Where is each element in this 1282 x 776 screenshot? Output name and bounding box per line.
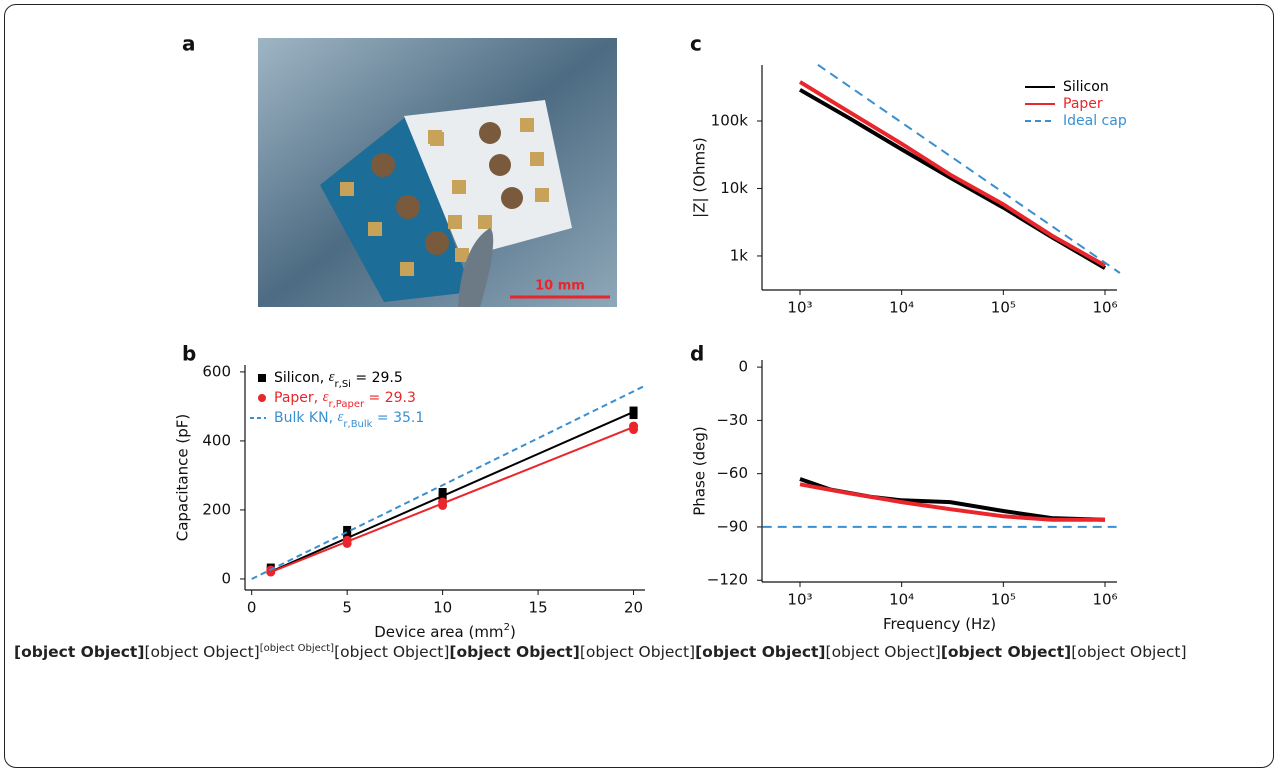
legend-name: Bulk KN (274, 410, 329, 426)
photo: 10 mm (258, 38, 617, 307)
panel-label: a (182, 32, 196, 56)
y-tick-label: 10k (720, 179, 748, 197)
x-tick-label: 5 (342, 599, 352, 617)
x-tick-label: 10⁴ (889, 591, 914, 609)
figure: 10 mm a b c d 0 5 10 15 200200400600Capacita… (174, 32, 1127, 641)
data-line (799, 482, 1105, 522)
data-point (438, 487, 447, 496)
data-point (438, 497, 448, 507)
legend-name: Silicon (274, 370, 320, 386)
y-axis-label: |Z| (Ohms) (691, 137, 709, 218)
x-axis-label: Device area (mm2) (374, 622, 516, 641)
legend-name: Ideal cap (1063, 113, 1127, 129)
caption-text: [object Object] (1071, 643, 1187, 661)
paper-chip (404, 100, 572, 258)
data-line (270, 410, 634, 573)
y-tick-label: −90 (716, 517, 748, 535)
x-tick-label: 10³ (787, 299, 812, 317)
caption-text: [object Object] (579, 643, 696, 661)
legend-text: , (320, 370, 329, 386)
legend-text: = 35.1 (372, 410, 424, 426)
legend-label: Ideal cap (1063, 113, 1127, 129)
y-tick-label: 100k (711, 112, 749, 130)
x-tick-label: 10⁵ (991, 591, 1016, 609)
legend-text: r,Paper (328, 399, 364, 410)
y-tick-label: −60 (716, 464, 748, 482)
caption-text: [object Object] (259, 642, 335, 654)
x-tick-label: 10⁶ (1092, 299, 1117, 317)
caption: [object Object][object Object][object Ob… (14, 640, 1268, 665)
legend-label: Paper (1063, 96, 1103, 112)
panel-label: d (690, 342, 704, 366)
caption-text: [object Object] (940, 643, 1072, 661)
legend-text: = 29.5 (351, 370, 403, 386)
y-tick-label: 0 (221, 569, 231, 587)
legend-label: Paper, εr,Paper = 29.3 (274, 389, 416, 409)
panel-label: c (690, 32, 702, 56)
legend-text: r,Bulk (343, 419, 372, 430)
x-tick-label: 20 (624, 599, 643, 617)
data-line (798, 80, 1106, 268)
legend-text: , (329, 410, 338, 426)
caption-text: [object Object] (14, 643, 145, 661)
y-tick-label: 200 (202, 500, 231, 518)
legend-text: ε (337, 409, 343, 425)
y-tick-label: −120 (707, 571, 748, 589)
caption-text: [object Object] (695, 643, 826, 661)
data-point (438, 492, 447, 501)
data-line (270, 426, 634, 574)
legend-label: Silicon (1063, 79, 1109, 95)
x-tick-label: 0 (247, 599, 257, 617)
y-axis-label: Capacitance (pF) (174, 414, 192, 541)
legend-name: Silicon (1063, 79, 1109, 95)
data-line (251, 384, 646, 580)
legend-name: Paper (1063, 96, 1103, 112)
figure-frame (4, 4, 1274, 768)
x-axis-label-text: Device area (mm (374, 623, 503, 641)
legend-text: ε (329, 369, 335, 385)
x-tick-label: 10⁴ (889, 299, 914, 317)
legend-marker (258, 374, 266, 382)
data-point (629, 411, 638, 420)
caption-text: [object Object] (449, 643, 580, 661)
caption-text: [object Object] (825, 643, 941, 661)
data-point (629, 406, 638, 415)
x-axis-label-text: ) (510, 623, 516, 641)
x-tick-label: 10⁶ (1092, 591, 1117, 609)
x-tick-label: 10 (433, 599, 452, 617)
caption-text: [object Object] (334, 643, 450, 661)
x-tick-label: 10⁵ (991, 299, 1016, 317)
tweezers (458, 228, 494, 307)
x-axis-label-text: Frequency (Hz) (883, 615, 996, 633)
legend-text: ε (323, 389, 329, 405)
y-tick-label: −30 (716, 411, 748, 429)
x-tick-label: 15 (529, 599, 548, 617)
scale-bar-label: 10 mm (535, 279, 585, 294)
legend-text: = 29.3 (364, 390, 416, 406)
data-line (817, 63, 1121, 274)
caption-text: [object Object] (144, 643, 260, 661)
silicon-chip (320, 115, 472, 302)
legend-marker (258, 394, 266, 402)
legend-text: , (314, 390, 323, 406)
y-tick-label: 0 (738, 358, 748, 376)
data-point (342, 535, 352, 545)
legend-label: Bulk KN, εr,Bulk = 35.1 (274, 409, 424, 429)
y-tick-label: 400 (202, 431, 231, 449)
y-tick-label: 1k (730, 246, 749, 264)
data-point (343, 525, 352, 534)
y-tick-label: 600 (202, 362, 231, 380)
y-axis-label: Phase (deg) (691, 426, 709, 516)
data-point (629, 421, 639, 431)
legend-text: r,Si (335, 379, 351, 390)
legend-name: Paper (274, 390, 314, 406)
x-axis-label-sup: 2 (504, 622, 510, 633)
data-line (799, 477, 1106, 522)
legend-label: Silicon, εr,Si = 29.5 (274, 369, 403, 389)
panel-label: b (182, 342, 196, 366)
x-tick-label: 10³ (787, 591, 812, 609)
x-axis-label: Frequency (Hz) (883, 615, 996, 633)
